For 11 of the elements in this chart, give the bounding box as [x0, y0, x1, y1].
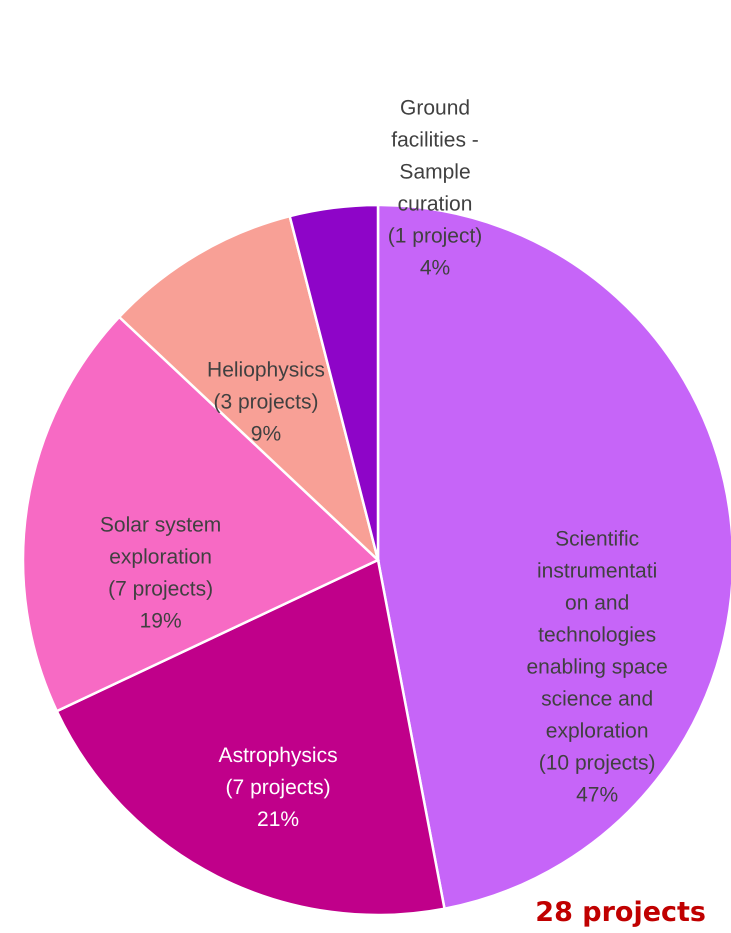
slice-label: Heliophysics (3 projects): [207, 358, 325, 414]
slice-label: Solar system exploration (7 projects): [100, 514, 222, 601]
slice-label: Ground facilities - Sample curation (1 project): [388, 96, 482, 248]
data-label: 19%: [140, 610, 182, 633]
text: 28 projects: [535, 897, 706, 928]
slice-label: Astrophysics (7 projects): [218, 744, 338, 800]
data-label: 9%: [250, 422, 282, 446]
data-label: 47%: [576, 783, 618, 806]
data-label: 21%: [257, 808, 300, 832]
slice-label: Scientific instrumentati on and technologies enabling space science and exploration (10 projects): [526, 527, 668, 774]
data-label: 4%: [420, 256, 450, 280]
